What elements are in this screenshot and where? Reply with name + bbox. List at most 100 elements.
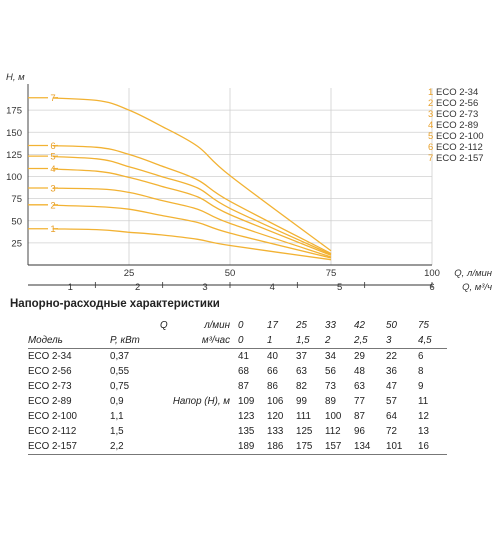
head-value-cell: 112 xyxy=(325,426,341,437)
curve-4 xyxy=(52,167,332,256)
legend-item: 5 ECO 2-100 xyxy=(428,131,484,142)
head-label-cell xyxy=(172,439,238,455)
chart-legend: 1 ECO 2-342 ECO 2-563 ECO 2-734 ECO 2-895 ECO… xyxy=(428,87,484,164)
chart-grid xyxy=(28,88,433,265)
head-value-cell: 66 xyxy=(267,366,278,377)
x-axis-label-secondary: Q, м³/ч xyxy=(462,282,492,293)
flow-m3h-cell: 3 xyxy=(386,333,418,349)
legend-number: 7 xyxy=(428,153,433,164)
curve-label-2: 2 xyxy=(50,200,55,211)
head-value-cell: 8 xyxy=(418,366,424,377)
head-value-cell: 11 xyxy=(418,396,429,407)
flow-m3h-cell: 4,5 xyxy=(418,333,447,349)
head-value-cell: 189 xyxy=(238,439,267,455)
legend-item: 6 ECO 2-112 xyxy=(428,142,483,153)
flow-lmin-cell: 25 xyxy=(296,320,307,331)
curve-label-6: 6 xyxy=(50,141,55,152)
flow-lmin-cell: 42 xyxy=(354,320,365,331)
legend-item: 4 ECO 2-89 xyxy=(428,120,478,131)
head-value-cell: 68 xyxy=(238,366,249,377)
head-value-cell: 111 xyxy=(296,411,311,422)
flow-m3h-cell: 2 xyxy=(325,333,354,349)
table-header-row-lmin: Q л/мин 0 17 25 33 42 50 75 xyxy=(28,318,447,333)
head-value-cell: 123 xyxy=(238,411,255,422)
col-model-header: Модель xyxy=(28,333,110,349)
secondary-tick-label: 2 xyxy=(135,282,140,293)
flow-m3h-cell: 0 xyxy=(238,333,267,349)
head-value-cell: 63 xyxy=(354,381,365,392)
legend-item: 2 ECO 2-56 xyxy=(428,98,478,109)
table-row: ECO 2-89 0,9 Напор (Н), м 109 106 99 89 77 57 11 xyxy=(28,394,447,409)
head-value-cell: 57 xyxy=(386,396,397,407)
model-cell: ECO 2-89 xyxy=(28,396,72,407)
head-value-cell: 41 xyxy=(238,351,249,362)
table-row: ECO 2-34 0,37 41 40 37 34 29 22 6 xyxy=(28,349,447,365)
secondary-tick-label: 6 xyxy=(429,282,434,293)
curve-label-7: 7 xyxy=(50,93,55,104)
curve-5 xyxy=(52,155,332,255)
head-label-cell xyxy=(172,424,238,439)
head-value-cell: 63 xyxy=(296,366,307,377)
head-value-cell: 86 xyxy=(267,381,278,392)
head-value-cell: 87 xyxy=(238,381,249,392)
y-tick-label: 125 xyxy=(6,150,22,161)
flow-m3h-cell: 2,5 xyxy=(354,333,386,349)
y-tick-label: 75 xyxy=(11,194,22,205)
y-tick-label: 150 xyxy=(6,128,22,139)
head-value-cell: 12 xyxy=(418,411,429,422)
power-cell: 0,37 xyxy=(110,351,130,362)
flow-lmin-cell: 33 xyxy=(325,320,336,331)
flow-lmin-cell: 17 xyxy=(267,320,278,331)
chart-curves: 1 2 3 456 7 xyxy=(28,93,332,261)
table-header-row-m3h: Модель Р, кВт м³/час 0 1 1,5 2 2,5 3 4,5 xyxy=(28,333,447,349)
power-cell: 0,9 xyxy=(110,396,124,407)
model-cell: ECO 2-73 xyxy=(28,381,72,392)
head-value-cell: 120 xyxy=(267,411,284,422)
legend-item: 1 ECO 2-34 xyxy=(428,87,478,98)
curve-7 xyxy=(52,97,332,252)
flow-lmin-cell: 50 xyxy=(386,320,397,331)
flow-lmin-cell: 0 xyxy=(238,320,244,331)
head-value-cell: 56 xyxy=(325,366,336,377)
unit-lmin: л/мин xyxy=(204,320,230,331)
x-axis-label: Q, л/мин xyxy=(454,268,492,279)
power-cell: 1,5 xyxy=(110,426,124,437)
legend-number: 3 xyxy=(428,109,433,120)
head-value-cell: 6 xyxy=(418,351,424,362)
head-value-cell: 64 xyxy=(386,411,397,422)
y-tick-label: 100 xyxy=(6,172,22,183)
head-value-cell: 72 xyxy=(386,426,397,437)
curve-2 xyxy=(52,204,332,259)
head-value-cell: 100 xyxy=(325,411,342,422)
legend-item: 3 ECO 2-73 xyxy=(428,109,478,120)
y-axis-label: H, м xyxy=(6,72,25,83)
x-tick-label: 100 xyxy=(424,268,440,279)
secondary-tick-label: 5 xyxy=(337,282,342,293)
legend-number: 2 xyxy=(428,98,433,109)
head-value-cell: 125 xyxy=(296,426,313,437)
head-value-cell: 22 xyxy=(386,351,397,362)
head-value-cell: 77 xyxy=(354,396,365,407)
flow-lmin-cell: 75 xyxy=(418,320,429,331)
model-cell: ECO 2-56 xyxy=(28,366,72,377)
model-cell: ECO 2-112 xyxy=(28,426,77,437)
head-value-cell: 36 xyxy=(386,366,397,377)
x-tick-label: 50 xyxy=(225,268,236,279)
flow-m3h-cell: 1,5 xyxy=(296,333,325,349)
y-tick-label: 25 xyxy=(11,238,22,249)
table-title: Напорно-расходные характеристики xyxy=(10,298,220,310)
head-label-cell xyxy=(172,409,238,424)
flow-m3h-cell: 1 xyxy=(267,333,296,349)
legend-label: ECO 2-89 xyxy=(436,120,478,131)
table-row: ECO 2-56 0,55 68 66 63 56 48 36 8 xyxy=(28,364,447,379)
head-value-cell: 73 xyxy=(325,381,336,392)
head-label-cell xyxy=(172,379,238,394)
legend-item: 7 ECO 2-157 xyxy=(428,153,484,164)
curve-3 xyxy=(52,187,332,258)
curve-label-1: 1 xyxy=(50,224,55,235)
table-row: ECO 2-100 1,1 123 120 111 100 87 64 12 xyxy=(28,409,447,424)
legend-label: ECO 2-34 xyxy=(436,87,478,98)
head-value-cell: 37 xyxy=(296,351,307,362)
head-value-cell: 82 xyxy=(296,381,307,392)
